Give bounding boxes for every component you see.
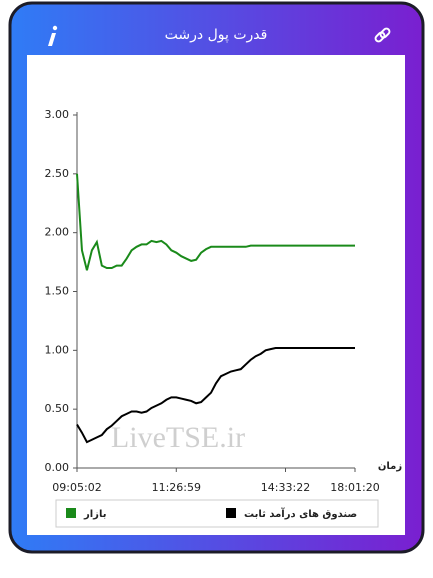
y-tick-label: 2.50 (45, 167, 70, 180)
x-tick-label: 11:26:59 (152, 481, 201, 494)
y-tick-label: 1.50 (45, 285, 70, 298)
legend-label: صندوق های درآمد ثابت (244, 507, 357, 520)
x-axis-label: زمان (378, 461, 402, 472)
header-title: قدرت پول درشت (165, 27, 268, 43)
series-line (76, 346, 355, 444)
link-icon[interactable] (374, 27, 391, 43)
x-tick-label: 09:05:02 (52, 481, 101, 494)
x-tick-label: 18:01:20 (330, 481, 379, 494)
info-icon[interactable] (48, 25, 58, 46)
y-tick-label: 0.50 (45, 402, 70, 415)
series-line (76, 173, 355, 271)
legend-label: بازار (83, 509, 106, 520)
y-tick-label: 1.00 (45, 343, 70, 356)
legend-swatch (226, 508, 236, 518)
legend-swatch (66, 508, 76, 518)
watermark: LiveTSE.ir (111, 421, 245, 454)
legend (55, 499, 379, 528)
x-tick-label: 14:33:22 (261, 481, 310, 494)
y-tick-label: 3.00 (45, 108, 70, 121)
panel (27, 55, 405, 535)
y-tick-label: 0.00 (45, 461, 70, 474)
y-tick-label: 2.00 (45, 226, 70, 239)
